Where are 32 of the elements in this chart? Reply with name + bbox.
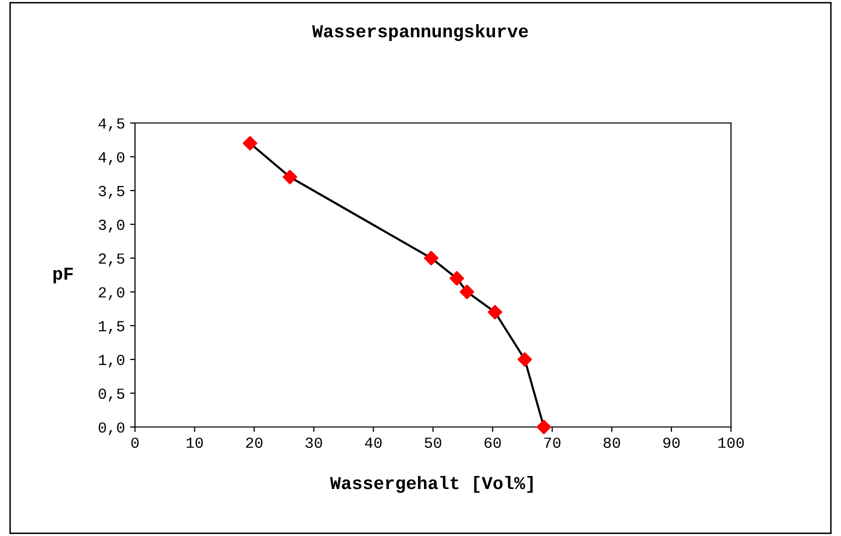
- x-axis-title: Wassergehalt [Vol%]: [330, 476, 533, 493]
- x-tick-label: 30: [306, 438, 322, 448]
- x-tick-label: 20: [246, 438, 262, 448]
- point: [488, 304, 502, 320]
- x-tick-label: 90: [663, 438, 680, 448]
- x-tick-label: 50: [424, 438, 442, 448]
- y-tick-label: 0,5: [98, 388, 124, 402]
- x-tick-label: 40: [365, 438, 382, 448]
- point: [282, 170, 298, 184]
- x-tick-label: 10: [186, 438, 203, 448]
- y-tick-label: 3,0: [98, 220, 124, 233]
- x-tick-label: 80: [604, 438, 620, 448]
- y-tick-label: 0,0: [98, 422, 124, 436]
- point: [450, 271, 464, 286]
- point: [518, 352, 532, 367]
- point: [460, 284, 474, 300]
- x-tick-label: 60: [484, 438, 501, 448]
- y-tick-label: 1,0: [98, 354, 124, 368]
- point: [242, 136, 258, 151]
- y-tick-label: 1,5: [98, 321, 124, 334]
- x-tick-label: 100: [718, 438, 744, 448]
- y-axis-title: pF: [53, 268, 73, 284]
- point: [424, 250, 438, 266]
- y-tick-label: 2,5: [98, 253, 124, 266]
- y-tick-label: 2,0: [98, 287, 124, 300]
- y-tick-label: 4,0: [98, 152, 124, 166]
- y-tick-label: 3,5: [98, 186, 124, 199]
- x-tick-label: 0: [131, 438, 139, 448]
- y-tick-label: 4,5: [98, 118, 124, 132]
- x-tick-label: 70: [544, 438, 560, 448]
- chart-title: Wasserspannungskurve: [312, 24, 528, 42]
- point: [536, 420, 552, 434]
